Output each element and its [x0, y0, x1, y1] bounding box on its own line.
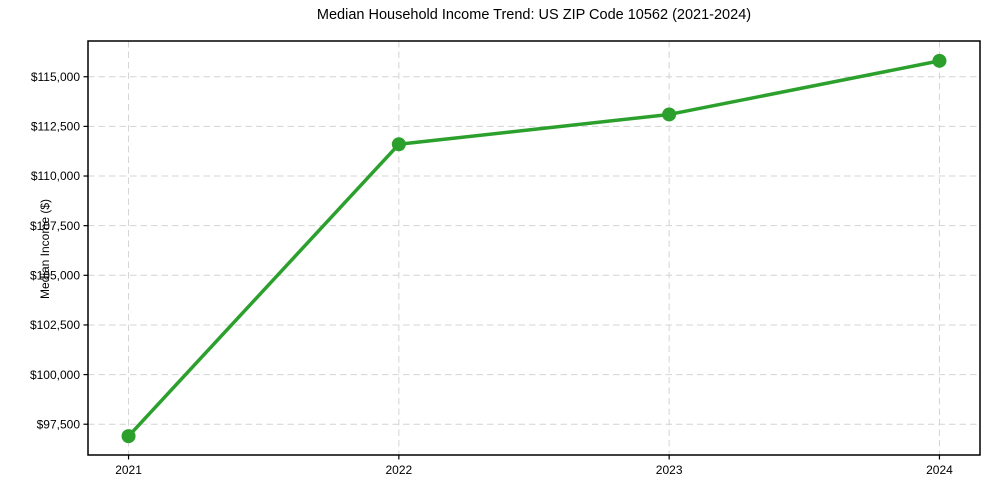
trend-line [126, 59, 942, 438]
data-point-marker-2024 [932, 53, 947, 68]
data-point-marker-2021 [121, 429, 136, 444]
x-tick-label: 2023 [656, 463, 683, 477]
x-tick-label: 2024 [926, 463, 953, 477]
y-tick-label: $107,500 [30, 219, 80, 233]
y-tick-label: $110,000 [31, 169, 80, 183]
x-tick-label: 2022 [385, 463, 412, 477]
x-tick-label: 2021 [115, 463, 142, 477]
chart-title: Median Household Income Trend: US ZIP Co… [316, 7, 752, 23]
y-tick-label: $100,000 [30, 368, 80, 382]
y-tick-label: $105,000 [30, 269, 80, 283]
y-tick-label: $97,500 [37, 417, 81, 431]
y-tick-label: $112,500 [31, 120, 80, 134]
y-tick-label: $102,500 [30, 318, 80, 332]
data-point-marker-2022 [391, 137, 406, 152]
data-point-marker-2023 [662, 107, 677, 122]
plot-border [87, 40, 981, 456]
y-tick-label: $115,000 [31, 70, 80, 84]
